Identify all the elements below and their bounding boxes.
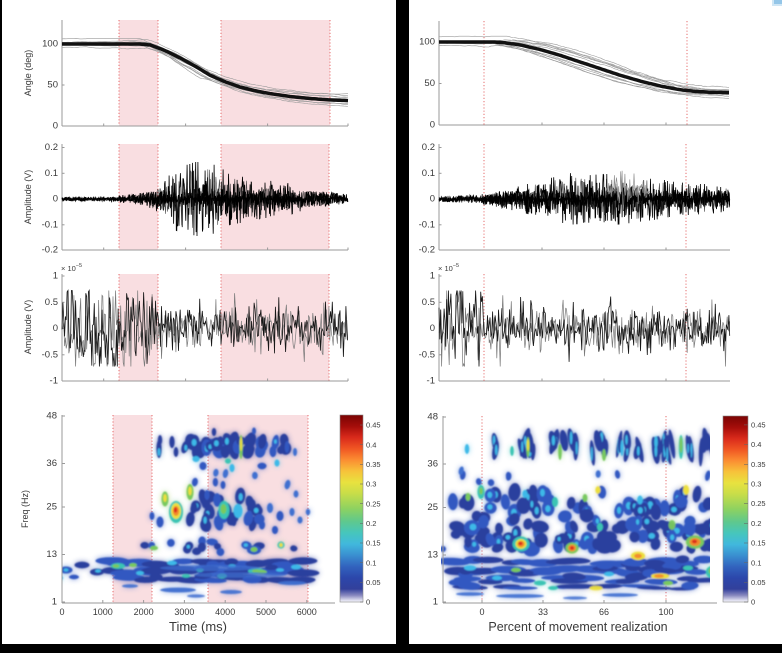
svg-text:25: 25	[427, 502, 438, 513]
svg-text:× 10: × 10	[438, 264, 453, 273]
svg-text:0.35: 0.35	[366, 460, 381, 469]
svg-text:1: 1	[430, 271, 435, 282]
svg-text:0: 0	[430, 120, 435, 131]
svg-text:0.1: 0.1	[45, 168, 58, 179]
svg-text:6000: 6000	[297, 607, 317, 617]
svg-text:1000: 1000	[93, 607, 113, 617]
svg-text:1: 1	[53, 271, 58, 282]
svg-text:13: 13	[427, 550, 438, 561]
svg-text:-0.5: -0.5	[42, 349, 58, 360]
svg-text:-0.2: -0.2	[42, 245, 58, 256]
svg-text:-0.1: -0.1	[419, 219, 435, 230]
svg-text:Time (ms): Time (ms)	[169, 619, 227, 634]
svg-text:0.35: 0.35	[751, 460, 766, 469]
svg-text:-0.2: -0.2	[419, 245, 435, 256]
svg-text:−5: −5	[453, 263, 459, 269]
svg-text:0.45: 0.45	[751, 421, 766, 430]
svg-text:-1: -1	[50, 376, 58, 387]
svg-text:0: 0	[53, 323, 58, 334]
svg-text:13: 13	[46, 549, 57, 560]
svg-text:0.15: 0.15	[366, 539, 381, 548]
svg-text:0.3: 0.3	[366, 480, 376, 489]
svg-text:0: 0	[366, 598, 370, 607]
svg-text:0.05: 0.05	[366, 578, 381, 587]
svg-text:100: 100	[658, 607, 673, 617]
svg-text:0.1: 0.1	[751, 558, 761, 567]
svg-text:0.2: 0.2	[366, 519, 376, 528]
svg-text:1: 1	[52, 597, 57, 608]
svg-text:0: 0	[53, 194, 58, 205]
svg-text:1: 1	[433, 597, 438, 608]
svg-text:100: 100	[42, 39, 58, 50]
svg-text:0.1: 0.1	[366, 558, 376, 567]
svg-text:0.4: 0.4	[366, 440, 376, 449]
svg-text:Percent of movement realizatio: Percent of movement realization	[488, 620, 667, 634]
svg-text:0.45: 0.45	[366, 421, 381, 430]
svg-text:0.15: 0.15	[751, 539, 766, 548]
svg-text:66: 66	[599, 607, 609, 617]
svg-text:0.25: 0.25	[751, 499, 766, 508]
svg-text:48: 48	[427, 412, 438, 423]
svg-text:0.5: 0.5	[422, 297, 435, 308]
svg-text:0.3: 0.3	[751, 480, 761, 489]
svg-text:Amplitude (V): Amplitude (V)	[23, 170, 33, 225]
svg-text:50: 50	[424, 78, 435, 89]
svg-text:0.2: 0.2	[45, 142, 58, 153]
svg-text:0.25: 0.25	[366, 499, 381, 508]
svg-text:0.5: 0.5	[45, 297, 58, 308]
svg-text:Freq (Hz): Freq (Hz)	[20, 490, 30, 528]
svg-text:× 10: × 10	[61, 264, 76, 273]
svg-text:33: 33	[538, 607, 548, 617]
svg-text:5000: 5000	[256, 607, 276, 617]
svg-text:36: 36	[427, 459, 438, 470]
svg-text:0: 0	[430, 194, 435, 205]
svg-text:0: 0	[59, 607, 64, 617]
svg-text:0.2: 0.2	[422, 142, 435, 153]
svg-text:-0.1: -0.1	[42, 219, 58, 230]
svg-text:Amplitude (V): Amplitude (V)	[23, 300, 33, 355]
svg-text:36: 36	[46, 458, 57, 469]
svg-text:0.2: 0.2	[751, 519, 761, 528]
svg-text:100: 100	[419, 37, 435, 48]
svg-text:25: 25	[46, 502, 57, 513]
svg-text:-1: -1	[427, 376, 435, 387]
svg-text:0.1: 0.1	[422, 168, 435, 179]
svg-text:0.4: 0.4	[751, 440, 761, 449]
svg-text:3000: 3000	[174, 607, 194, 617]
svg-text:0: 0	[751, 598, 755, 607]
svg-text:2000: 2000	[134, 607, 154, 617]
svg-text:0: 0	[430, 323, 435, 334]
svg-text:48: 48	[46, 411, 57, 422]
svg-text:0: 0	[479, 607, 484, 617]
svg-text:50: 50	[47, 80, 58, 91]
svg-text:−5: −5	[76, 263, 82, 269]
svg-text:0: 0	[53, 121, 58, 132]
svg-text:Angle (deg): Angle (deg)	[23, 50, 33, 97]
svg-text:-0.5: -0.5	[419, 349, 435, 360]
svg-text:4000: 4000	[215, 607, 235, 617]
svg-text:0.05: 0.05	[751, 578, 766, 587]
